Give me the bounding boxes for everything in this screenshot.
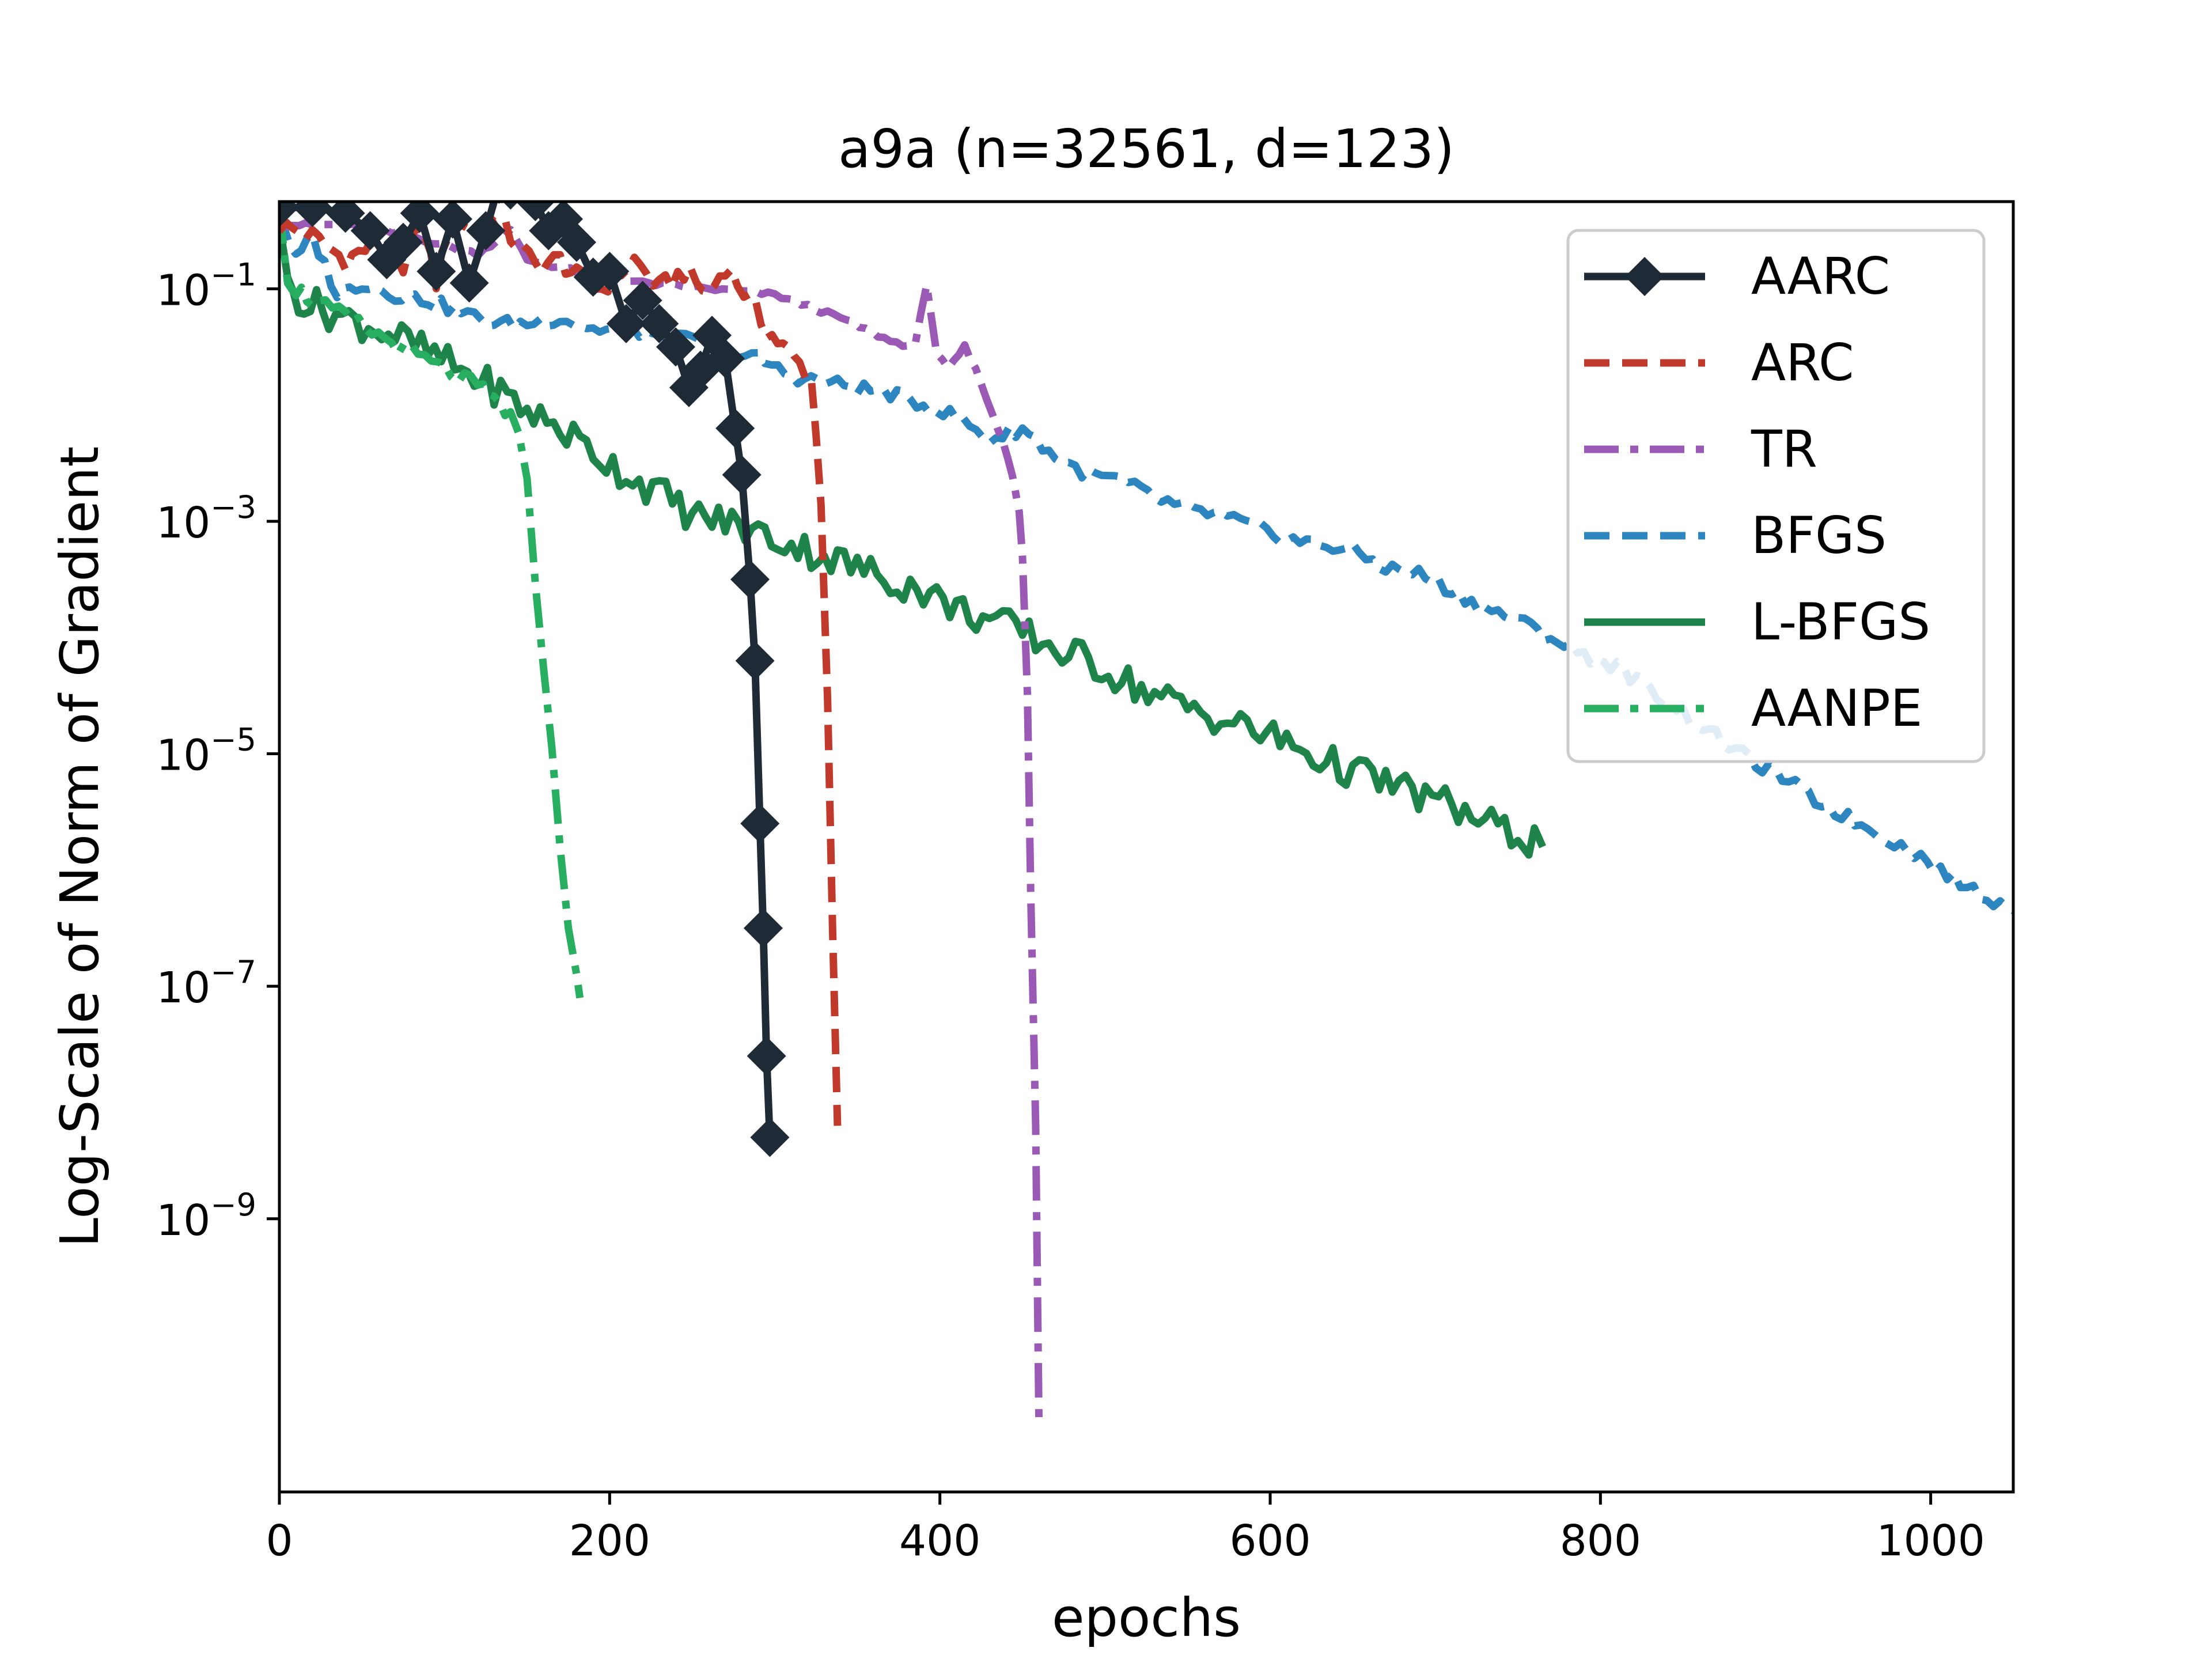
series-marker-aarc [416,252,456,291]
legend-label-l-bfgs: L-BFGS [1751,592,1930,652]
legend-label-aarc: AARC [1751,247,1890,306]
series-marker-aarc [743,908,783,948]
series-marker-aarc [750,1118,790,1157]
y-tick-label: 10−7 [156,954,256,1013]
plot-frame [278,200,2015,1494]
series-marker-aarc [449,263,489,303]
series-marker-aarc [656,327,695,367]
series-marker-aarc [747,1036,786,1076]
x-tick-label: 800 [1560,1516,1641,1566]
series-marker-aarc [715,408,755,448]
x-tick-label: 400 [899,1516,980,1566]
x-tick-label: 0 [266,1516,293,1566]
series-marker-aarc [623,281,662,320]
legend-label-bfgs: BFGS [1751,506,1887,565]
legend-label-arc: ARC [1751,333,1854,392]
series-marker-aarc [466,211,506,251]
series-marker-aarc [516,202,555,221]
series-marker-aarc [607,304,646,343]
series-marker-aarc [293,202,332,228]
x-tick-label: 200 [569,1516,650,1566]
series-marker-aarc [400,202,440,233]
series-marker-aarc [735,641,775,681]
series-marker-aarc [706,339,745,378]
x-tick-label: 1000 [1877,1516,1985,1566]
series-layer [279,202,2013,1429]
x-axis-label: epochs [1052,1587,1241,1649]
series-line-bfgs [279,215,2013,914]
series-marker-aarc [502,202,519,210]
legend-marker-aarc [1625,257,1664,296]
series-marker-aarc [350,211,390,251]
series-marker-aarc [590,252,630,291]
y-tick-label: 10−1 [156,256,256,315]
series-marker-aarc [325,202,365,233]
y-tick-label: 10−9 [156,1187,256,1245]
series-line-aanpe [279,209,584,999]
series-marker-aarc [557,222,596,262]
x-tick-label: 600 [1229,1516,1310,1566]
y-tick-label: 10−3 [156,489,256,548]
series-line-l-bfgs [279,222,1546,859]
series-marker-aarc [722,455,762,495]
y-axis-label: Log-Scale of Norm of Gradient [49,446,111,1248]
legend-label-aanpe: AANPE [1751,679,1922,738]
series-marker-aarc [384,222,423,262]
series-marker-aarc [433,202,472,239]
series-marker-aarc [544,202,584,239]
legend-label-tr: TR [1751,419,1817,479]
series-marker-aarc [740,804,780,843]
series-marker-aarc [639,304,679,343]
y-tick-label: 10−5 [156,722,256,781]
legend: AARC ARC TR BFGS L-BFGS AANPE [1566,229,1986,763]
series-marker-aarc [730,559,770,599]
chart-title: a9a (n=32561, d=123) [838,118,1455,180]
x-axis: 0 200 400 600 800 1000 [266,1492,1985,1566]
y-axis: 10−1 10−3 10−5 10−7 10−9 [156,256,279,1245]
